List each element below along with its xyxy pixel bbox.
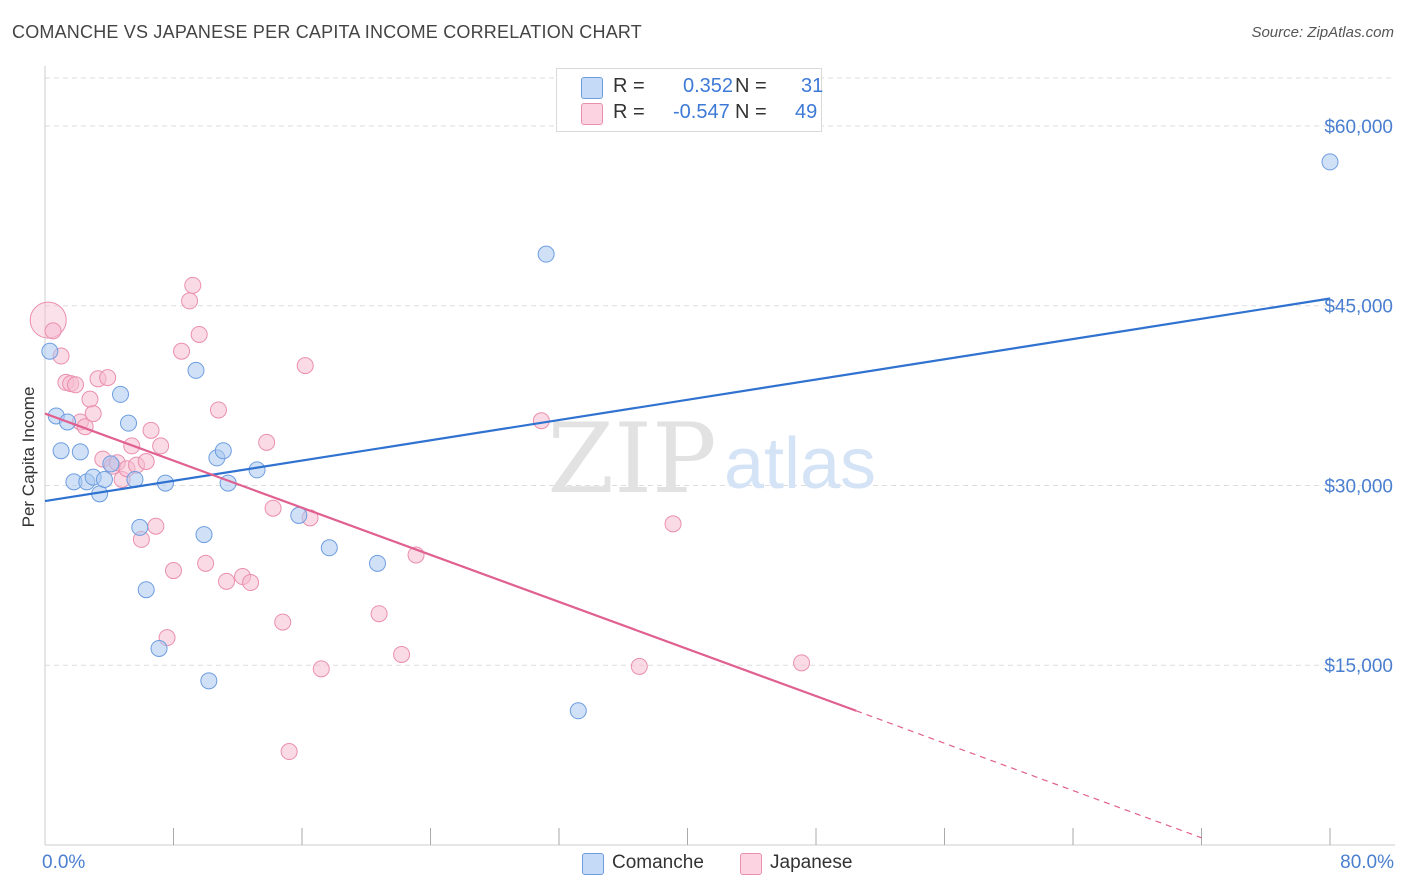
comanche-legend-swatch: [582, 853, 604, 875]
comanche-point: [150, 639, 168, 657]
japanese-point: [173, 342, 191, 360]
comanche-point: [41, 342, 59, 360]
trend-lines: [44, 297, 1331, 839]
japanese-point: [197, 554, 215, 572]
japanese-point: [81, 390, 99, 408]
watermark-zip: ZIP: [547, 403, 716, 515]
comanche-trend-line: [44, 297, 1331, 503]
japanese-point: [99, 369, 117, 387]
comanche-point: [320, 539, 338, 557]
comanche-point: [102, 455, 120, 473]
comanche-n-value: 31: [801, 75, 824, 97]
japanese-n-value: 49: [795, 101, 818, 123]
japanese-point: [242, 574, 260, 592]
correlation-legend: R = 0.352 N = 31 R = -0.547 N = 49: [556, 68, 824, 132]
japanese-trend-extension: [855, 710, 1202, 839]
japanese-point: [370, 605, 388, 623]
japanese-point: [312, 660, 330, 678]
watermark-atlas: atlas: [724, 424, 876, 504]
japanese-point: [793, 654, 811, 672]
japanese-point: [165, 562, 182, 580]
r-label: R =: [613, 75, 645, 97]
comanche-point: [137, 581, 155, 599]
comanche-point: [52, 442, 70, 460]
japanese-point: [152, 437, 170, 455]
japanese-point: [258, 433, 276, 451]
axes: [44, 66, 1395, 846]
japanese-r-value: -0.547: [673, 101, 730, 123]
japanese-legend-swatch: [740, 853, 762, 875]
japanese-point: [44, 322, 62, 340]
y-tick-labels: $15,000 $30,000 $45,000 $60,000: [1324, 117, 1393, 677]
n-label: N =: [735, 75, 767, 97]
japanese-point: [181, 292, 199, 310]
japanese-trend-line: [44, 412, 857, 712]
y-tick-label: $45,000: [1324, 297, 1393, 318]
x-tick-label-max: 80.0%: [1340, 852, 1394, 873]
japanese-point: [209, 401, 227, 419]
comanche-point: [214, 442, 232, 460]
japanese-point: [393, 645, 411, 663]
comanche-point: [131, 518, 149, 536]
japanese-point: [67, 376, 85, 394]
comanche-swatch: [581, 77, 603, 99]
comanche-point: [200, 672, 218, 690]
japanese-points: [29, 276, 811, 761]
y-tick-label: $30,000: [1324, 476, 1393, 497]
japanese-point: [532, 412, 550, 430]
japanese-swatch: [581, 103, 603, 125]
comanche-r-value: 0.352: [683, 75, 734, 97]
comanche-point: [187, 361, 205, 379]
chart-title: COMANCHE VS JAPANESE PER CAPITA INCOME C…: [12, 22, 642, 42]
comanche-point: [95, 470, 113, 488]
japanese-point: [137, 453, 155, 470]
japanese-legend-label: Japanese: [770, 852, 853, 873]
japanese-point: [142, 421, 160, 439]
comanche-point: [120, 414, 138, 432]
japanese-point: [280, 743, 298, 761]
japanese-point: [296, 357, 314, 375]
comanche-point: [290, 506, 308, 524]
japanese-point: [184, 276, 202, 294]
y-axis-label: Per Capita Income: [19, 387, 38, 528]
n-label: N =: [735, 101, 767, 123]
r-label: R =: [613, 101, 645, 123]
y-tick-label: $15,000: [1324, 656, 1393, 677]
japanese-point: [274, 613, 292, 631]
japanese-point: [664, 515, 682, 533]
comanche-point: [368, 554, 386, 572]
series-legend: Comanche Japanese: [582, 852, 872, 876]
japanese-point: [630, 657, 648, 675]
comanche-point: [71, 443, 89, 461]
japanese-point: [264, 499, 282, 517]
source-label: Source: ZipAtlas.com: [1251, 24, 1394, 41]
x-tick-label-min: 0.0%: [42, 852, 86, 873]
comanche-point: [248, 461, 266, 479]
japanese-point: [190, 325, 208, 343]
comanche-legend-label: Comanche: [612, 852, 704, 873]
y-tick-label: $60,000: [1324, 117, 1393, 138]
comanche-point: [1321, 153, 1339, 171]
comanche-point: [537, 245, 555, 263]
japanese-point: [84, 405, 102, 423]
japanese-point: [147, 517, 165, 535]
japanese-point: [218, 572, 236, 590]
watermark: ZIP atlas: [547, 403, 876, 515]
comanche-point: [195, 526, 213, 544]
comanche-point: [569, 702, 587, 720]
comanche-point: [111, 385, 129, 403]
